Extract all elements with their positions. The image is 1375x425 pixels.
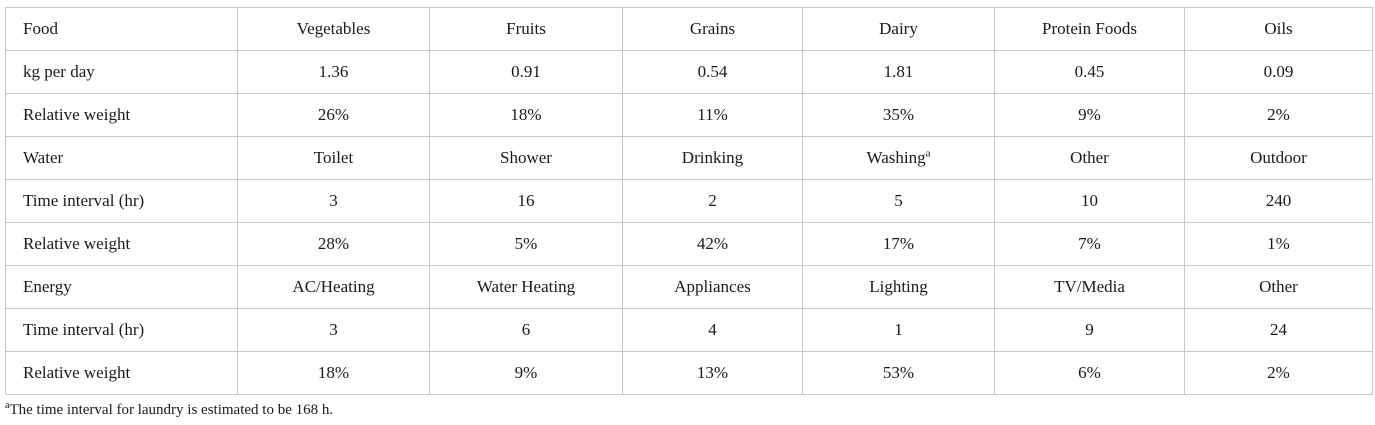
table-row-food-header: Food Vegetables Fruits Grains Dairy Prot… [5, 7, 1373, 51]
table-cell: Time interval (hr) [5, 179, 238, 223]
table-cell: Dairy [802, 7, 995, 51]
table-cell: Oils [1184, 7, 1373, 51]
table-cell: 2% [1184, 93, 1373, 137]
data-table: Food Vegetables Fruits Grains Dairy Prot… [5, 7, 1373, 395]
table-cell: Shower [429, 136, 623, 180]
table-cell: 1.36 [237, 50, 430, 94]
table-cell: 5 [802, 179, 995, 223]
table-cell: Toilet [237, 136, 430, 180]
table-cell: 240 [1184, 179, 1373, 223]
table-cell: 18% [237, 351, 430, 395]
table-cell: Fruits [429, 7, 623, 51]
table-cell: 35% [802, 93, 995, 137]
table-cell: 9% [994, 93, 1185, 137]
table-cell: Water [5, 136, 238, 180]
table-cell: 17% [802, 222, 995, 266]
table-cell: Food [5, 7, 238, 51]
table-row-water-interval: Time interval (hr) 3 16 2 5 10 240 [5, 179, 1373, 223]
washing-label: Washing [866, 148, 926, 167]
table-cell: 26% [237, 93, 430, 137]
table-cell: 4 [622, 308, 803, 352]
table-cell: 16 [429, 179, 623, 223]
table-cell: 10 [994, 179, 1185, 223]
table-cell: Other [1184, 265, 1373, 309]
table-cell: Grains [622, 7, 803, 51]
table-cell: 42% [622, 222, 803, 266]
table-cell: 1% [1184, 222, 1373, 266]
table-row-water-header: Water Toilet Shower Drinking Washinga Ot… [5, 136, 1373, 180]
table-cell: Time interval (hr) [5, 308, 238, 352]
table-cell: 7% [994, 222, 1185, 266]
table-cell: 13% [622, 351, 803, 395]
table-footnote: aThe time interval for laundry is estima… [5, 400, 334, 419]
table-row-energy-header: Energy AC/Heating Water Heating Applianc… [5, 265, 1373, 309]
table-cell: Protein Foods [994, 7, 1185, 51]
table-cell: kg per day [5, 50, 238, 94]
table-cell: 9% [429, 351, 623, 395]
table-cell: 0.45 [994, 50, 1185, 94]
table-cell: 18% [429, 93, 623, 137]
table-cell: Other [994, 136, 1185, 180]
table-cell: 2 [622, 179, 803, 223]
table-cell: Relative weight [5, 93, 238, 137]
table-row-water-weight: Relative weight 28% 5% 42% 17% 7% 1% [5, 222, 1373, 266]
table-cell: Water Heating [429, 265, 623, 309]
table-cell: 5% [429, 222, 623, 266]
table-cell: 28% [237, 222, 430, 266]
table-row-food-weight: Relative weight 26% 18% 11% 35% 9% 2% [5, 93, 1373, 137]
table-cell: Relative weight [5, 222, 238, 266]
table-cell: 1 [802, 308, 995, 352]
footnote-text: The time interval for laundry is estimat… [9, 402, 334, 418]
table-cell: Lighting [802, 265, 995, 309]
table-cell: 0.91 [429, 50, 623, 94]
table-row-energy-weight: Relative weight 18% 9% 13% 53% 6% 2% [5, 351, 1373, 395]
table-row-food-kg: kg per day 1.36 0.91 0.54 1.81 0.45 0.09 [5, 50, 1373, 94]
table-cell: Appliances [622, 265, 803, 309]
table-cell: 2% [1184, 351, 1373, 395]
table-cell: 0.09 [1184, 50, 1373, 94]
table-cell: 3 [237, 308, 430, 352]
table-cell: 3 [237, 179, 430, 223]
table-cell: Drinking [622, 136, 803, 180]
table-cell: 6% [994, 351, 1185, 395]
table-cell: AC/Heating [237, 265, 430, 309]
table-cell: Energy [5, 265, 238, 309]
table-cell: 0.54 [622, 50, 803, 94]
table-cell: Outdoor [1184, 136, 1373, 180]
table-cell: 1.81 [802, 50, 995, 94]
table-cell: Vegetables [237, 7, 430, 51]
table-cell: 53% [802, 351, 995, 395]
table-cell: 9 [994, 308, 1185, 352]
table-row-energy-interval: Time interval (hr) 3 6 4 1 9 24 [5, 308, 1373, 352]
footnote-mark: a [5, 400, 10, 411]
table-cell: 24 [1184, 308, 1373, 352]
table-cell: 11% [622, 93, 803, 137]
footnote-marker: a [925, 147, 931, 160]
table-cell: TV/Media [994, 265, 1185, 309]
table-cell: Relative weight [5, 351, 238, 395]
table-cell: 6 [429, 308, 623, 352]
table-cell-washing: Washinga [802, 136, 995, 180]
